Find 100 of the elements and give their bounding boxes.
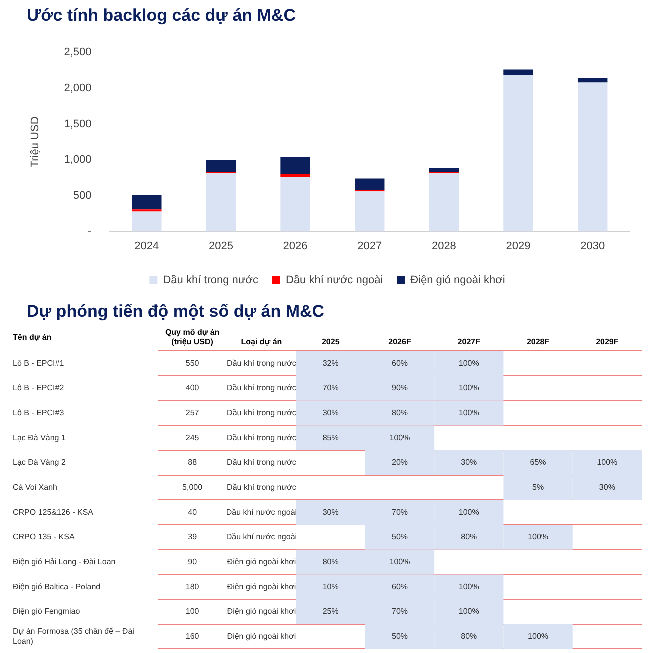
text: 39 xyxy=(188,532,198,542)
x-tick-label: 2028F xyxy=(526,338,550,347)
y-tick-label: Điện gió Baltica - Poland xyxy=(13,582,101,592)
y-tick-label: 2,000 xyxy=(64,82,92,94)
bar xyxy=(429,173,460,232)
bar xyxy=(355,192,385,232)
x-tick-label: 2024 xyxy=(134,240,160,252)
legend-label: Điện gió ngoài khơi xyxy=(410,274,506,287)
y-tick-label: Lô B - EPCI#3 xyxy=(13,408,65,418)
x-tick-label: 2025 xyxy=(322,338,340,347)
x-tick-label: 2028 xyxy=(432,240,456,252)
text: 80% xyxy=(461,632,478,641)
x-tick-label: Loại dự án xyxy=(241,338,282,347)
y-tick-label: Lạc Đà Vàng 2 xyxy=(13,458,66,468)
x-tick-label: 2026 xyxy=(283,240,308,252)
y-tick-label: Dự án Formosa (35 chân đế – Đài Loan) xyxy=(13,627,135,646)
y-tick-label: 1,500 xyxy=(64,118,92,130)
text: 90% xyxy=(392,384,408,393)
text: 100% xyxy=(458,582,480,592)
y-tick-label: Lô B - EPCI#1 xyxy=(13,358,65,368)
bar xyxy=(504,70,534,76)
y-tick-label: Lạc Đà Vàng 1 xyxy=(13,433,66,442)
text: 10% xyxy=(322,582,339,592)
y-tick-label: 500 xyxy=(73,190,92,202)
text: Điện gió ngoài khơi xyxy=(227,582,296,592)
text: Dầu khí trong nước xyxy=(227,384,296,393)
legend-label: Dầu khí nước ngoài xyxy=(286,274,384,287)
text: 30% xyxy=(322,508,339,517)
text: 80% xyxy=(322,557,339,566)
bar xyxy=(429,168,460,172)
y-tick-label: Điện gió Hải Long - Đài Loan xyxy=(13,557,116,566)
bar xyxy=(280,174,310,178)
text: Dầu khí nước ngoài xyxy=(226,532,298,542)
chart-title: Ước tính backlog các dự án M&C xyxy=(26,5,297,27)
text: 100% xyxy=(528,632,549,641)
text: 257 xyxy=(186,408,200,418)
text: 88 xyxy=(188,458,198,468)
text: 100% xyxy=(458,508,480,517)
text: 70% xyxy=(322,384,339,393)
text: 40 xyxy=(188,508,198,517)
y-tick-label: Điện gió Fengmiao xyxy=(13,607,81,616)
y-tick-label: 1,000 xyxy=(64,154,92,166)
y-tick-label: Cá Voi Xanh xyxy=(13,482,58,492)
text: 90 xyxy=(188,557,198,566)
text: 32% xyxy=(322,358,339,368)
bar xyxy=(280,177,310,232)
y-axis-title: Triệu USD xyxy=(30,116,42,168)
text: 100% xyxy=(390,433,410,442)
text: Điện gió ngoài khơi xyxy=(227,557,296,566)
legend-label: Dầu khí trong nước xyxy=(163,274,259,287)
text: 100% xyxy=(458,408,480,418)
text: Dầu khí trong nước xyxy=(227,408,296,418)
x-tick-label: 2027F xyxy=(458,338,481,347)
bar xyxy=(206,173,236,232)
bar xyxy=(504,76,534,232)
text: 30% xyxy=(461,458,478,468)
text: 20% xyxy=(392,458,408,468)
text: 5% xyxy=(532,482,544,492)
text: Điện gió ngoài khơi xyxy=(227,632,296,641)
x-tick-label: 2029 xyxy=(506,240,531,252)
text: 245 xyxy=(186,433,200,442)
text: 100% xyxy=(458,384,480,393)
text: Điện gió ngoài khơi xyxy=(227,607,296,616)
bar xyxy=(578,82,608,232)
x-tick-label: 2025 xyxy=(208,240,234,252)
text: 70% xyxy=(392,607,408,616)
x-tick-label: Quy mô dự án (triệu USD) xyxy=(165,328,220,347)
text: 100 xyxy=(186,607,200,616)
text: Dầu khí trong nước xyxy=(227,482,296,492)
bar xyxy=(355,178,385,190)
y-tick-label: Lô B - EPCI#2 xyxy=(13,384,65,393)
bar xyxy=(132,195,162,210)
text: 80% xyxy=(392,408,408,418)
x-tick-label: 2030 xyxy=(580,240,606,252)
text: 100% xyxy=(528,532,549,542)
bar xyxy=(206,160,236,172)
text: 60% xyxy=(392,582,408,592)
x-tick-label: 2027 xyxy=(358,240,382,252)
bar xyxy=(132,212,162,232)
chart-title: Dự phóng tiến độ một số dự án M&C xyxy=(26,301,326,323)
text: 65% xyxy=(530,458,546,468)
bar xyxy=(280,157,310,174)
text: 100% xyxy=(458,358,480,368)
text: 25% xyxy=(322,607,339,616)
x-tick-label: 2029F xyxy=(596,338,619,347)
text: 80% xyxy=(461,532,478,542)
text: 180 xyxy=(186,582,200,592)
y-tick-label: - xyxy=(88,226,92,238)
text: 100% xyxy=(390,557,410,566)
text: 85% xyxy=(322,433,339,442)
text: Dầu khí nước ngoài xyxy=(226,508,298,517)
y-tick-label: 2,500 xyxy=(64,46,92,59)
x-tick-label: 2026F xyxy=(388,338,412,347)
text: 30% xyxy=(322,408,339,418)
text: 5,000 xyxy=(182,482,203,492)
text: 400 xyxy=(186,384,200,393)
text: 60% xyxy=(392,358,408,368)
text: 550 xyxy=(186,358,200,368)
y-tick-label: CRPO 125&126 - KSA xyxy=(13,508,94,517)
text: 100% xyxy=(458,607,480,616)
